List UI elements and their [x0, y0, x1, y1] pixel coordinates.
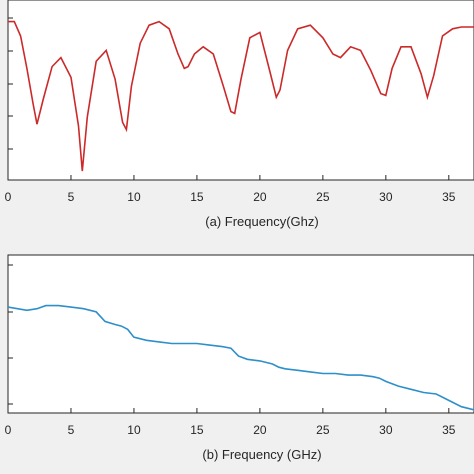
x-tick-label: 0 — [5, 423, 12, 437]
plot-area-b — [7, 254, 474, 414]
y-ticks-a — [8, 17, 13, 150]
x-tick-label: 10 — [127, 190, 141, 204]
series-line-a — [8, 20, 474, 172]
x-tick-label: 35 — [442, 190, 456, 204]
x-axis-label-a: (a) Frequency(Ghz) — [205, 214, 318, 229]
x-tick-label: 5 — [68, 423, 75, 437]
plot-area-a — [7, 0, 474, 181]
y-ticks-b — [8, 264, 13, 405]
chart-panel-b: 0 5 10 15 20 25 30 35 (b) Frequency (GHz) — [5, 254, 474, 462]
x-tick-label: 25 — [316, 423, 330, 437]
series-line-b — [7, 304, 474, 411]
x-tick-label: 15 — [190, 423, 204, 437]
x-tick-label: 15 — [190, 190, 204, 204]
x-ticks-a: 0 5 10 15 20 25 30 35 — [5, 175, 456, 204]
x-tick-label: 20 — [253, 190, 267, 204]
x-tick-label: 35 — [442, 423, 456, 437]
chart-panel-a: 0 5 10 15 20 25 30 35 (a) Frequency(Ghz) — [5, 0, 474, 229]
x-tick-label: 20 — [253, 423, 267, 437]
x-tick-label: 5 — [68, 190, 75, 204]
x-ticks-b: 0 5 10 15 20 25 30 35 — [5, 408, 456, 437]
x-tick-label: 30 — [379, 190, 393, 204]
x-tick-label: 25 — [316, 190, 330, 204]
x-tick-label: 10 — [127, 423, 141, 437]
x-tick-label: 30 — [379, 423, 393, 437]
x-tick-label: 0 — [5, 190, 12, 204]
x-axis-label-b: (b) Frequency (GHz) — [202, 447, 321, 462]
